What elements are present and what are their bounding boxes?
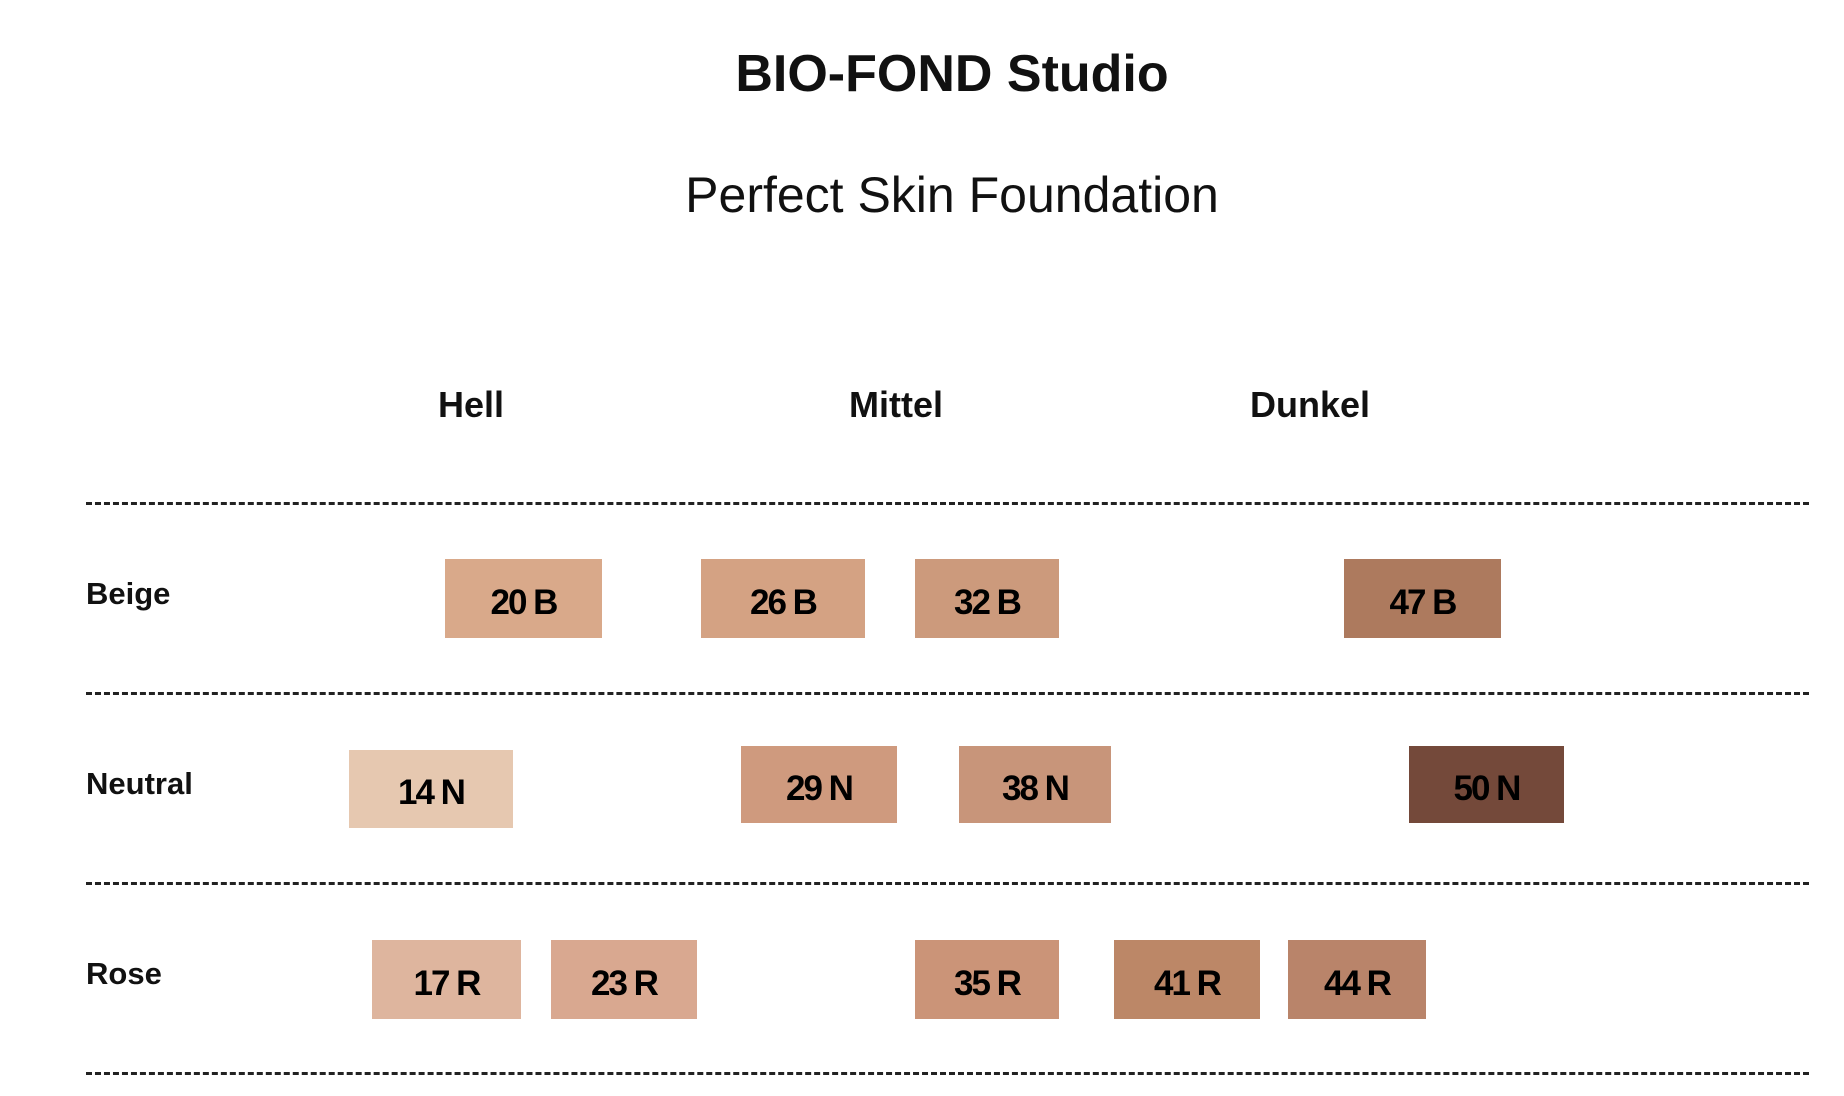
page-subtitle: Perfect Skin Foundation xyxy=(685,167,1219,223)
column-header-hell: Hell xyxy=(437,384,505,425)
swatch-14n: 14 N xyxy=(349,750,513,828)
row-label-rose: Rose xyxy=(86,956,162,991)
column-header-mittel: Mittel xyxy=(849,384,943,425)
row-label-neutral: Neutral xyxy=(86,766,193,801)
divider xyxy=(86,502,1809,505)
swatch-35r: 35 R xyxy=(915,940,1059,1019)
swatch-50n: 50 N xyxy=(1409,746,1564,823)
swatch-26b: 26 B xyxy=(701,559,865,638)
divider xyxy=(86,882,1809,885)
row-label-beige: Beige xyxy=(86,576,171,611)
swatch-20b: 20 B xyxy=(445,559,602,638)
divider xyxy=(86,1072,1809,1075)
swatch-32b: 32 B xyxy=(915,559,1059,638)
swatch-47b: 47 B xyxy=(1344,559,1501,638)
swatch-38n: 38 N xyxy=(959,746,1111,823)
swatch-29n: 29 N xyxy=(741,746,897,823)
swatch-41r: 41 R xyxy=(1114,940,1260,1019)
swatch-44r: 44 R xyxy=(1288,940,1426,1019)
swatch-17r: 17 R xyxy=(372,940,521,1019)
divider xyxy=(86,692,1809,695)
swatch-23r: 23 R xyxy=(551,940,697,1019)
page-title: BIO-FOND Studio xyxy=(735,45,1169,103)
column-header-dunkel: Dunkel xyxy=(1249,384,1371,425)
